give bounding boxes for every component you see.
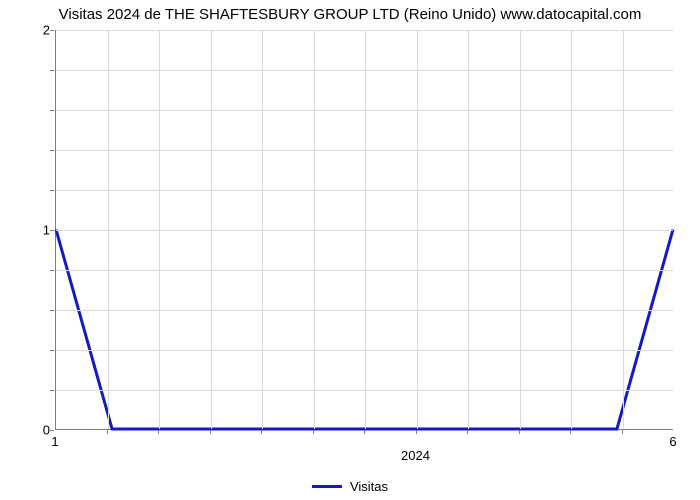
y-minor-tick bbox=[50, 110, 54, 111]
y-minor-tick bbox=[50, 430, 54, 431]
y-tick-label: 0 bbox=[38, 423, 50, 438]
x-minor-tick bbox=[364, 430, 365, 434]
gridline-horizontal bbox=[56, 190, 673, 191]
x-minor-tick bbox=[210, 430, 211, 434]
y-minor-tick bbox=[50, 150, 54, 151]
legend: Visitas bbox=[0, 478, 700, 494]
gridline-horizontal bbox=[56, 230, 673, 231]
gridline-horizontal bbox=[56, 70, 673, 71]
chart-title: Visitas 2024 de THE SHAFTESBURY GROUP LT… bbox=[0, 6, 700, 23]
gridline-horizontal bbox=[56, 270, 673, 271]
gridline-horizontal bbox=[56, 30, 673, 31]
y-minor-tick bbox=[50, 350, 54, 351]
plot-area bbox=[55, 30, 673, 430]
x-minor-tick bbox=[158, 430, 159, 434]
x-minor-tick bbox=[261, 430, 262, 434]
y-minor-tick bbox=[50, 270, 54, 271]
x-minor-tick bbox=[107, 430, 108, 434]
x-left-label: 1 bbox=[51, 434, 58, 449]
gridline-horizontal bbox=[56, 110, 673, 111]
legend-swatch bbox=[312, 485, 342, 488]
y-minor-tick bbox=[50, 230, 54, 231]
x-minor-tick bbox=[313, 430, 314, 434]
x-minor-tick bbox=[519, 430, 520, 434]
y-minor-tick bbox=[50, 70, 54, 71]
gridline-horizontal bbox=[56, 390, 673, 391]
x-minor-tick bbox=[622, 430, 623, 434]
x-right-label: 6 bbox=[669, 434, 676, 449]
gridline-horizontal bbox=[56, 310, 673, 311]
y-tick-label: 2 bbox=[38, 23, 50, 38]
y-minor-tick bbox=[50, 390, 54, 391]
x-minor-tick bbox=[570, 430, 571, 434]
x-center-label: 2024 bbox=[401, 448, 430, 463]
y-minor-tick bbox=[50, 190, 54, 191]
y-minor-tick bbox=[50, 310, 54, 311]
x-minor-tick bbox=[467, 430, 468, 434]
y-minor-tick bbox=[50, 30, 54, 31]
x-minor-tick bbox=[416, 430, 417, 434]
gridline-horizontal bbox=[56, 350, 673, 351]
y-tick-label: 1 bbox=[38, 223, 50, 238]
gridline-horizontal bbox=[56, 150, 673, 151]
legend-label: Visitas bbox=[350, 479, 388, 494]
